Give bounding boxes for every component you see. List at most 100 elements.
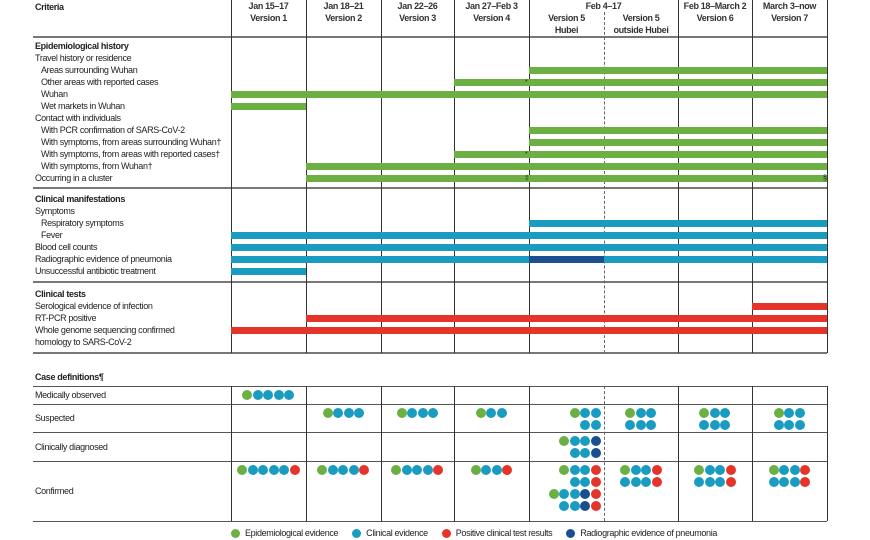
evidence-dot-test — [502, 465, 512, 475]
evidence-dot-clinical — [268, 465, 279, 475]
evidence-dot-epidemiological — [391, 465, 402, 475]
evidence-dot-test — [590, 489, 601, 499]
blue-dot-icon — [352, 528, 362, 538]
evidence-dot-epidemiological — [475, 408, 486, 418]
column-header-v5-hubei: Version 5 Hubei — [548, 13, 585, 35]
evidence-dot-clinical — [784, 420, 795, 430]
criterion-label: Respiratory symptoms — [41, 218, 124, 228]
criterion-bar-epidemiological — [231, 91, 827, 98]
criterion-label: Radiographic evidence of pneumonia — [35, 254, 172, 264]
evidence-dot-clinical — [715, 477, 725, 487]
evidence-dot-clinical — [333, 408, 343, 418]
criterion-bar-epidemiological — [529, 139, 827, 146]
evidence-dot-clinical — [794, 408, 805, 418]
section-divider — [33, 281, 827, 283]
criterion-label: Travel history or residence — [35, 53, 132, 63]
criterion-bar-clinical — [231, 232, 827, 239]
evidence-dot-clinical — [641, 465, 651, 475]
column-header-v1: Jan 15–17 Version 1 — [248, 1, 289, 23]
section-divider — [33, 187, 827, 189]
table-row-divider — [33, 461, 827, 462]
criterion-label: With symptoms, from Wuhan† — [41, 161, 153, 171]
criterion-label: Other areas with reported cases — [41, 77, 159, 87]
criterion-label: Unsuccessful antibiotic treatment — [35, 266, 156, 276]
evidence-dot-clinical — [580, 477, 590, 487]
evidence-dot-clinical — [569, 477, 580, 487]
legend-item-test: Positive clinical test results — [441, 528, 553, 538]
criterion-label: With symptoms, from areas surrounding Wu… — [41, 137, 222, 147]
evidence-dot-clinical — [263, 390, 274, 400]
criterion-label: Areas surrounding Wuhan — [41, 65, 138, 75]
criterion-label: Wet markets in Wuhan — [41, 101, 125, 111]
column-header-v5-date: Feb 4–17 — [585, 1, 622, 11]
evidence-dot-clinical — [784, 408, 795, 418]
criterion-bar-test — [306, 315, 827, 322]
evidence-dot-clinical — [715, 465, 725, 475]
evidence-dot-clinical — [635, 420, 646, 430]
evidence-dot-epidemiological — [470, 465, 481, 475]
criterion-bar-epidemiological — [306, 175, 827, 182]
criterion-bar-epidemiological — [454, 151, 827, 158]
evidence-dot-clinical — [709, 408, 720, 418]
evidence-dot-epidemiological — [625, 408, 636, 418]
evidence-dot-clinical — [569, 436, 580, 446]
evidence-dot-clinical — [580, 408, 590, 418]
criterion-bar-test — [752, 303, 827, 310]
evidence-dot-test — [725, 465, 736, 475]
column-divider — [678, 386, 679, 521]
evidence-dot-test — [800, 477, 810, 487]
evidence-dot-clinical — [559, 489, 569, 499]
evidence-dot-test — [359, 465, 370, 475]
column-header-v2: Jan 18–21 Version 2 — [323, 1, 364, 23]
column-divider — [752, 386, 753, 521]
evidence-dot-clinical — [417, 408, 428, 418]
column-header-v3: Jan 22–26 Version 3 — [397, 1, 438, 23]
column-divider — [827, 386, 828, 521]
evidence-dot-clinical — [635, 408, 646, 418]
evidence-dot-clinical — [625, 420, 636, 430]
criterion-bar-epidemiological — [454, 79, 827, 86]
evidence-dot-radiographic — [590, 448, 601, 458]
footnote-mark: ‡ — [525, 175, 529, 182]
evidence-dot-epidemiological — [559, 465, 569, 475]
evidence-dot-clinical — [569, 465, 580, 475]
evidence-dot-epidemiological — [699, 408, 710, 418]
evidence-dot-clinical — [620, 477, 630, 487]
evidence-dot-clinical — [646, 408, 657, 418]
evidence-dot-clinical — [491, 465, 502, 475]
criterion-bar-epidemiological — [529, 127, 827, 134]
evidence-dot-clinical — [641, 477, 651, 487]
table-row-divider — [33, 404, 827, 405]
criterion-label: With PCR confirmation of SARS-CoV-2 — [41, 125, 185, 135]
case-definition-label: Suspected — [35, 413, 75, 423]
evidence-dot-test — [651, 465, 662, 475]
criterion-bar-clinical — [231, 268, 306, 275]
column-header-v4: Jan 27–Feb 3 Version 4 — [465, 1, 518, 23]
evidence-dot-epidemiological — [548, 489, 559, 499]
evidence-dot-epidemiological — [322, 408, 333, 418]
evidence-dot-test — [651, 477, 662, 487]
case-definition-label: Confirmed — [35, 486, 74, 496]
criterion-label: Symptoms — [35, 206, 75, 216]
section-title: Clinical tests — [35, 289, 86, 299]
evidence-dot-clinical — [590, 408, 601, 418]
criterion-bar-test — [231, 327, 827, 334]
legend: Epidemiological evidence Clinical eviden… — [231, 528, 717, 538]
evidence-dot-epidemiological — [559, 436, 569, 446]
evidence-dot-clinical — [699, 420, 710, 430]
column-divider — [231, 386, 232, 521]
evidence-dot-clinical — [247, 465, 258, 475]
section-title: Clinical manifestations — [35, 194, 125, 204]
column-header-v5-outside: Version 5 outside Hubei — [613, 13, 669, 35]
evidence-dot-radiographic — [590, 436, 601, 446]
column-header-v6: Feb 18–March 2 Version 6 — [683, 1, 747, 23]
evidence-dot-clinical — [273, 390, 284, 400]
column-divider-dashed — [604, 386, 605, 521]
footnote-mark: * — [525, 151, 528, 158]
footnote-mark: § — [823, 175, 827, 182]
evidence-dot-clinical — [412, 465, 423, 475]
criterion-label: Blood cell counts — [35, 242, 98, 252]
evidence-dot-epidemiological — [694, 465, 704, 475]
case-definition-label: Clinically diagnosed — [35, 441, 108, 452]
dark-blue-dot-icon — [566, 528, 576, 538]
